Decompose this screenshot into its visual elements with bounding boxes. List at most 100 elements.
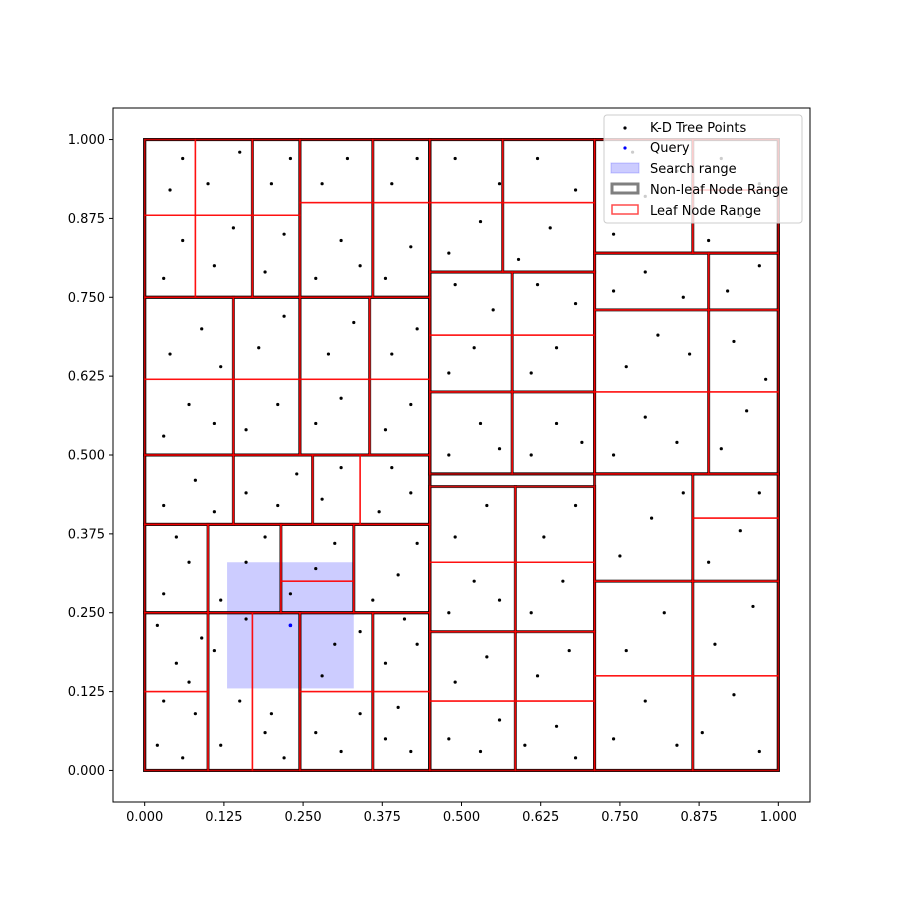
y-tick-label: 0.375 bbox=[68, 527, 105, 542]
kd-point bbox=[618, 554, 622, 558]
kd-point bbox=[181, 156, 185, 161]
kd-point bbox=[453, 680, 457, 684]
kd-point bbox=[162, 592, 166, 596]
kd-point bbox=[573, 503, 578, 508]
kd-point bbox=[288, 592, 293, 596]
kd-point bbox=[707, 238, 711, 243]
x-tick-label: 0.375 bbox=[364, 810, 401, 825]
kd-point bbox=[529, 371, 533, 375]
kd-point bbox=[516, 257, 521, 262]
kd-point bbox=[497, 718, 502, 722]
kd-point bbox=[535, 674, 540, 678]
kd-point bbox=[751, 604, 755, 609]
kd-point bbox=[611, 453, 616, 457]
kd-point bbox=[187, 402, 191, 407]
kd-point bbox=[415, 156, 419, 161]
kd-point bbox=[573, 756, 578, 760]
kd-point bbox=[326, 352, 331, 356]
kd-point bbox=[282, 314, 286, 318]
legend-swatch-search-range bbox=[610, 162, 640, 174]
kd-point bbox=[238, 699, 242, 703]
kd-point bbox=[377, 510, 381, 514]
kd-point bbox=[732, 339, 736, 344]
kd-point bbox=[244, 560, 248, 564]
kd-point bbox=[390, 352, 394, 356]
kd-point bbox=[162, 503, 166, 508]
kd-point bbox=[573, 188, 578, 192]
kd-point bbox=[523, 743, 527, 747]
kd-point bbox=[643, 699, 647, 703]
kd-point bbox=[497, 182, 502, 186]
kd-point bbox=[719, 447, 723, 451]
y-tick-label: 0.500 bbox=[68, 449, 105, 464]
kd-point bbox=[320, 497, 324, 501]
kd-point bbox=[757, 264, 761, 268]
kd-point bbox=[352, 320, 356, 325]
kd-point bbox=[453, 535, 457, 539]
kd-point bbox=[573, 301, 578, 306]
kd-point bbox=[738, 529, 742, 533]
kd-point bbox=[611, 289, 616, 293]
y-tick-label: 1.000 bbox=[68, 133, 105, 148]
kd-point bbox=[402, 617, 407, 621]
kd-point bbox=[200, 636, 204, 640]
kd-point bbox=[345, 156, 350, 161]
kd-point bbox=[383, 428, 388, 432]
kd-point bbox=[472, 346, 476, 350]
kd-point bbox=[497, 447, 502, 451]
kd-point bbox=[415, 642, 419, 646]
kd-point bbox=[383, 661, 388, 665]
legend-swatch-nonleaf bbox=[610, 182, 640, 195]
kd-point bbox=[181, 238, 185, 243]
kd-point bbox=[675, 743, 679, 747]
kd-point bbox=[174, 661, 178, 665]
legend-label-query: Query bbox=[650, 141, 690, 156]
kd-point bbox=[333, 642, 337, 646]
kd-point bbox=[453, 283, 457, 287]
kd-point bbox=[314, 566, 318, 571]
kd-point bbox=[700, 731, 704, 735]
kd-point bbox=[707, 560, 711, 564]
kd-point bbox=[491, 308, 495, 312]
kd-point bbox=[219, 365, 223, 369]
kd-point bbox=[542, 535, 546, 539]
kd-point bbox=[409, 245, 413, 249]
kd-point bbox=[358, 712, 362, 716]
kd-point bbox=[396, 573, 400, 577]
kd-point bbox=[554, 421, 559, 426]
kd-point bbox=[263, 270, 267, 274]
y-tick-label: 0.250 bbox=[68, 606, 105, 621]
kd-point bbox=[155, 743, 159, 747]
legend-label-leaf: Leaf Node Range bbox=[650, 204, 761, 219]
kd-point bbox=[371, 598, 375, 602]
kd-point bbox=[580, 440, 584, 444]
kd-point bbox=[276, 402, 280, 407]
kd-point bbox=[681, 491, 685, 495]
y-tick-label: 0.000 bbox=[68, 764, 105, 779]
kd-point bbox=[162, 699, 166, 703]
y-tick-label: 0.125 bbox=[68, 685, 105, 700]
kd-point bbox=[162, 434, 166, 438]
y-axis: 0.000 0.125 0.250 0.375 0.500 0.625 0.750 0.875… bbox=[68, 133, 113, 779]
kd-point bbox=[535, 283, 540, 287]
kd-point bbox=[447, 737, 451, 741]
kd-point bbox=[276, 503, 280, 508]
kd-point bbox=[396, 705, 400, 709]
kd-point bbox=[611, 737, 616, 741]
x-tick-label: 1.000 bbox=[760, 810, 797, 825]
x-tick-label: 0.500 bbox=[443, 810, 480, 825]
kd-point bbox=[390, 182, 394, 186]
kd-point bbox=[529, 453, 533, 457]
kd-point bbox=[764, 377, 768, 381]
kd-point bbox=[726, 289, 730, 293]
kd-point bbox=[757, 749, 761, 754]
kd-point bbox=[447, 251, 451, 255]
kd-point bbox=[314, 421, 318, 426]
kd-point bbox=[383, 276, 388, 280]
kd-point bbox=[447, 453, 451, 457]
kd-point bbox=[390, 466, 394, 470]
kd-point bbox=[181, 756, 185, 760]
legend-swatch-query bbox=[623, 146, 627, 150]
kd-point bbox=[649, 516, 654, 520]
kd-point bbox=[529, 611, 533, 615]
